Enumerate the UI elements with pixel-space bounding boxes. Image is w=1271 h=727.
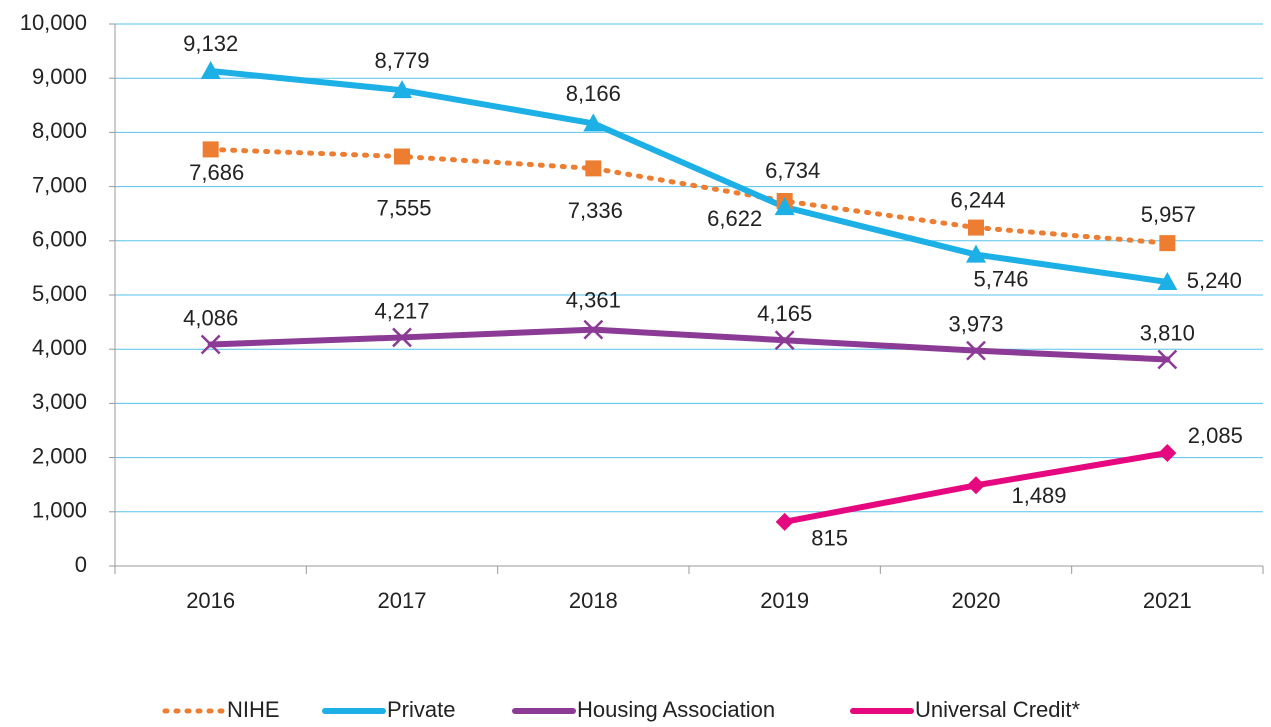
x-tick-label: 2016 <box>186 588 235 613</box>
marker <box>966 244 986 263</box>
marker <box>1159 235 1176 252</box>
marker <box>200 334 221 355</box>
y-tick-label: 5,000 <box>32 281 87 306</box>
x-tick-label: 2020 <box>952 588 1001 613</box>
marker <box>966 340 986 361</box>
data-label: 8,779 <box>374 48 429 73</box>
y-tick-label: 3,000 <box>32 389 87 414</box>
legend-label: NIHE <box>227 697 280 722</box>
data-label: 5,957 <box>1141 202 1196 227</box>
marker <box>392 327 412 348</box>
y-tick-label: 4,000 <box>32 335 87 360</box>
x-tick-label: 2017 <box>378 588 427 613</box>
y-tick-label: 7,000 <box>32 172 87 197</box>
marker <box>1158 443 1177 462</box>
x-tick-label: 2018 <box>569 588 618 613</box>
data-label: 4,361 <box>566 287 621 312</box>
marker <box>583 319 604 340</box>
marker <box>967 476 985 495</box>
data-label: 7,336 <box>568 198 623 223</box>
data-label: 4,217 <box>374 298 429 323</box>
data-label: 1,489 <box>1011 483 1066 508</box>
data-label: 6,244 <box>950 187 1005 212</box>
marker <box>774 197 795 216</box>
marker <box>202 141 219 158</box>
series-line <box>207 326 1171 363</box>
marker <box>1157 349 1178 370</box>
data-label: 815 <box>811 526 848 551</box>
legend-label: Universal Credit* <box>915 697 1080 722</box>
marker <box>585 160 602 177</box>
y-tick-label: 10,000 <box>20 10 87 35</box>
data-label: 9,132 <box>183 31 238 56</box>
legend-label: Housing Association <box>577 697 775 722</box>
marker <box>775 512 794 531</box>
y-tick-label: 8,000 <box>32 118 87 143</box>
data-label: 3,810 <box>1140 320 1195 345</box>
x-tick-label: 2021 <box>1143 588 1192 613</box>
y-tick-label: 1,000 <box>32 498 87 523</box>
legend-label: Private <box>387 697 455 722</box>
data-label: 2,085 <box>1188 423 1243 448</box>
y-tick-label: 0 <box>75 552 87 577</box>
series-line <box>208 146 1170 246</box>
series-line <box>207 68 1171 285</box>
data-label: 4,165 <box>757 301 812 326</box>
y-tick-label: 6,000 <box>32 227 87 252</box>
data-label: 5,240 <box>1187 268 1242 293</box>
marker <box>1157 271 1178 290</box>
y-tick-label: 2,000 <box>32 443 87 468</box>
marker <box>200 61 221 80</box>
x-tick-label: 2019 <box>760 588 809 613</box>
data-label: 7,686 <box>189 160 244 185</box>
data-label: 7,555 <box>376 195 431 220</box>
marker <box>774 330 795 351</box>
data-label: 3,973 <box>948 311 1003 336</box>
y-tick-label: 9,000 <box>32 64 87 89</box>
data-label: 5,746 <box>973 266 1028 291</box>
marker <box>394 148 410 165</box>
data-label: 6,734 <box>765 158 820 183</box>
data-label: 6,622 <box>707 206 762 231</box>
data-label: 4,086 <box>183 305 238 330</box>
marker <box>392 80 412 99</box>
marker <box>968 219 984 236</box>
data-label: 8,166 <box>566 81 621 106</box>
marker <box>583 113 604 132</box>
